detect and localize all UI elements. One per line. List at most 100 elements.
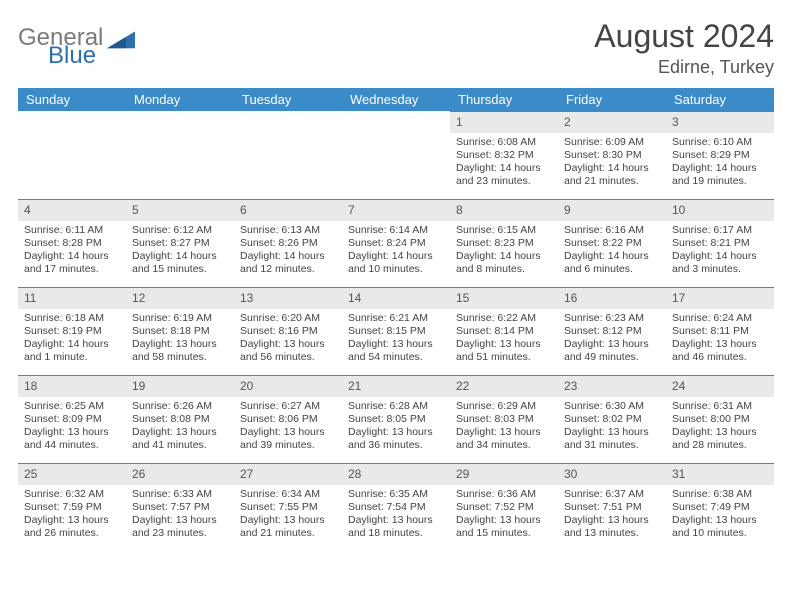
day-number: 16 [558,287,666,309]
day-detail: Sunrise: 6:17 AMSunset: 8:21 PMDaylight:… [666,221,774,281]
day-sunrise: Sunrise: 6:14 AM [348,224,444,237]
day-detail: Sunrise: 6:11 AMSunset: 8:28 PMDaylight:… [18,221,126,281]
brand-part2-wrap: Blue [18,42,96,70]
calendar-cell: 7Sunrise: 6:14 AMSunset: 8:24 PMDaylight… [342,199,450,287]
calendar-cell: 1Sunrise: 6:08 AMSunset: 8:32 PMDaylight… [450,111,558,199]
day-detail: Sunrise: 6:34 AMSunset: 7:55 PMDaylight:… [234,485,342,545]
day-sunrise: Sunrise: 6:09 AM [564,136,660,149]
calendar-cell: 6Sunrise: 6:13 AMSunset: 8:26 PMDaylight… [234,199,342,287]
day-number: 20 [234,375,342,397]
day-sunrise: Sunrise: 6:11 AM [24,224,120,237]
calendar-cell: 5Sunrise: 6:12 AMSunset: 8:27 PMDaylight… [126,199,234,287]
calendar-cell: 25Sunrise: 6:32 AMSunset: 7:59 PMDayligh… [18,463,126,551]
day-dl1: Daylight: 14 hours [132,250,228,263]
day-dl1: Daylight: 14 hours [672,250,768,263]
day-dl1: Daylight: 13 hours [240,426,336,439]
day-sunset: Sunset: 7:57 PM [132,501,228,514]
day-dl2: and 1 minute. [24,351,120,364]
day-number: 6 [234,199,342,221]
day-detail: Sunrise: 6:38 AMSunset: 7:49 PMDaylight:… [666,485,774,545]
day-sunrise: Sunrise: 6:12 AM [132,224,228,237]
day-sunset: Sunset: 8:02 PM [564,413,660,426]
calendar-cell [234,111,342,199]
day-number: 13 [234,287,342,309]
day-sunset: Sunset: 8:23 PM [456,237,552,250]
day-number: 1 [450,111,558,133]
day-dl1: Daylight: 13 hours [348,514,444,527]
day-number: 28 [342,463,450,485]
day-detail: Sunrise: 6:35 AMSunset: 7:54 PMDaylight:… [342,485,450,545]
day-number: 4 [18,199,126,221]
day-detail: Sunrise: 6:20 AMSunset: 8:16 PMDaylight:… [234,309,342,369]
location-subtitle: Edirne, Turkey [594,57,774,78]
day-sunrise: Sunrise: 6:38 AM [672,488,768,501]
day-dl2: and 58 minutes. [132,351,228,364]
day-sunset: Sunset: 7:51 PM [564,501,660,514]
calendar-cell [342,111,450,199]
day-number: 11 [18,287,126,309]
day-sunset: Sunset: 7:49 PM [672,501,768,514]
day-number: 21 [342,375,450,397]
calendar-cell: 9Sunrise: 6:16 AMSunset: 8:22 PMDaylight… [558,199,666,287]
calendar-cell: 4Sunrise: 6:11 AMSunset: 8:28 PMDaylight… [18,199,126,287]
calendar-cell: 27Sunrise: 6:34 AMSunset: 7:55 PMDayligh… [234,463,342,551]
day-sunset: Sunset: 8:14 PM [456,325,552,338]
day-dl2: and 54 minutes. [348,351,444,364]
day-dl2: and 10 minutes. [672,527,768,540]
day-sunset: Sunset: 8:22 PM [564,237,660,250]
day-sunset: Sunset: 8:11 PM [672,325,768,338]
day-dl2: and 36 minutes. [348,439,444,452]
calendar-cell: 17Sunrise: 6:24 AMSunset: 8:11 PMDayligh… [666,287,774,375]
day-dl1: Daylight: 14 hours [456,250,552,263]
day-dl1: Daylight: 13 hours [132,514,228,527]
day-sunset: Sunset: 8:05 PM [348,413,444,426]
weekday-header: Monday [126,88,234,111]
calendar-cell: 30Sunrise: 6:37 AMSunset: 7:51 PMDayligh… [558,463,666,551]
day-dl2: and 10 minutes. [348,263,444,276]
calendar-cell [18,111,126,199]
day-detail: Sunrise: 6:25 AMSunset: 8:09 PMDaylight:… [18,397,126,457]
day-sunrise: Sunrise: 6:36 AM [456,488,552,501]
day-dl1: Daylight: 14 hours [456,162,552,175]
day-detail: Sunrise: 6:31 AMSunset: 8:00 PMDaylight:… [666,397,774,457]
day-detail: Sunrise: 6:37 AMSunset: 7:51 PMDaylight:… [558,485,666,545]
day-detail: Sunrise: 6:18 AMSunset: 8:19 PMDaylight:… [18,309,126,369]
day-sunrise: Sunrise: 6:24 AM [672,312,768,325]
day-number: 17 [666,287,774,309]
day-detail: Sunrise: 6:14 AMSunset: 8:24 PMDaylight:… [342,221,450,281]
calendar-cell: 26Sunrise: 6:33 AMSunset: 7:57 PMDayligh… [126,463,234,551]
calendar-cell: 12Sunrise: 6:19 AMSunset: 8:18 PMDayligh… [126,287,234,375]
weekday-header-row: Sunday Monday Tuesday Wednesday Thursday… [18,88,774,111]
day-sunset: Sunset: 8:18 PM [132,325,228,338]
day-number: 18 [18,375,126,397]
day-sunrise: Sunrise: 6:17 AM [672,224,768,237]
day-number: 27 [234,463,342,485]
day-sunset: Sunset: 7:52 PM [456,501,552,514]
day-dl2: and 18 minutes. [348,527,444,540]
day-dl2: and 28 minutes. [672,439,768,452]
day-detail: Sunrise: 6:27 AMSunset: 8:06 PMDaylight:… [234,397,342,457]
calendar-cell: 22Sunrise: 6:29 AMSunset: 8:03 PMDayligh… [450,375,558,463]
day-number: 12 [126,287,234,309]
title-block: August 2024 Edirne, Turkey [594,18,774,78]
day-sunrise: Sunrise: 6:23 AM [564,312,660,325]
day-sunrise: Sunrise: 6:21 AM [348,312,444,325]
calendar-row: 25Sunrise: 6:32 AMSunset: 7:59 PMDayligh… [18,463,774,551]
day-number: 24 [666,375,774,397]
day-detail: Sunrise: 6:16 AMSunset: 8:22 PMDaylight:… [558,221,666,281]
day-number: 30 [558,463,666,485]
day-dl2: and 21 minutes. [564,175,660,188]
brand-triangle-icon [107,27,135,49]
day-sunrise: Sunrise: 6:34 AM [240,488,336,501]
day-sunset: Sunset: 8:21 PM [672,237,768,250]
day-dl1: Daylight: 13 hours [564,426,660,439]
day-dl2: and 46 minutes. [672,351,768,364]
calendar-row: 18Sunrise: 6:25 AMSunset: 8:09 PMDayligh… [18,375,774,463]
day-detail: Sunrise: 6:26 AMSunset: 8:08 PMDaylight:… [126,397,234,457]
calendar-cell: 10Sunrise: 6:17 AMSunset: 8:21 PMDayligh… [666,199,774,287]
calendar-table: Sunday Monday Tuesday Wednesday Thursday… [18,88,774,551]
day-dl2: and 23 minutes. [132,527,228,540]
day-sunset: Sunset: 8:19 PM [24,325,120,338]
day-sunrise: Sunrise: 6:35 AM [348,488,444,501]
weekday-header: Saturday [666,88,774,111]
